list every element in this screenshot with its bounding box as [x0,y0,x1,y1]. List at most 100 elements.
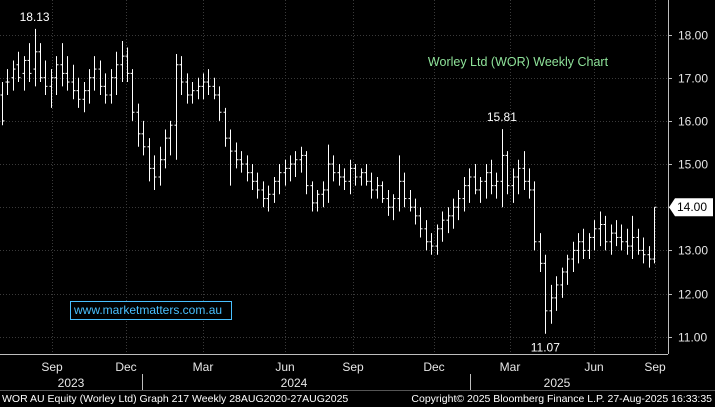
ohlc-bar [245,155,250,182]
ohlc-bar [348,159,353,195]
ohlc-bar [543,254,548,334]
y-tick-label: 13.00 [678,244,708,258]
ohlc-bar [174,53,179,160]
ohlc-bar [326,144,331,203]
ohlc-bar [185,73,190,104]
ohlc-bar [331,155,336,182]
ohlc-bar [375,177,380,199]
ohlc-bar [413,198,418,225]
ohlc-bar [76,77,81,108]
ohlc-bar [516,159,521,195]
price-annotations: 18.13 15.81 11.07 [20,10,561,355]
x-tick-label: Dec [423,360,444,374]
ohlc-bar [418,207,423,238]
ohlc-bar [299,146,304,173]
last-value-label: 14.00 [677,200,707,214]
ohlc-bar [380,181,385,203]
ohlc-bar [581,228,586,260]
x-year-label: 2023 [58,376,85,390]
y-tick-label: 16.00 [678,115,708,129]
ohlc-bar [467,168,472,203]
x-year-label: 2025 [544,376,571,390]
ohlc-bar [168,120,173,156]
ohlc-bar [494,172,499,199]
ohlc-bar [625,228,630,255]
ohlc-bar [614,220,619,247]
ohlc-bar [250,164,255,190]
ohlc-bar [114,51,119,95]
ohlc-bar [592,220,597,251]
ohlc-bar [38,43,43,83]
x-tick-label: Jun [275,360,294,374]
ohlc-bar [223,107,228,147]
ohlc-bar [11,60,16,91]
watermark-link[interactable]: www.marketmatters.com.au [70,301,232,320]
ohlc-bar [587,233,592,260]
ohlc-bar [288,155,293,182]
price-annotation: 18.13 [20,10,50,24]
ohlc-bar [522,151,527,190]
ohlc-bar [565,254,570,285]
ohlc-bar [609,224,614,255]
ohlc-bar [261,181,266,208]
ohlc-bar [478,177,483,203]
ohlc-bar [109,69,114,104]
ohlc-bar [391,194,396,221]
ohlc-bar [196,77,201,100]
ohlc-bar [538,233,543,272]
ohlc-bar [206,69,211,95]
ohlc-bar [321,181,326,208]
chart-title: Worley Ltd (WOR) Weekly Chart [428,55,609,69]
last-value-marker: 14.00 [669,198,713,217]
ohlc-bar [342,168,347,190]
ohlc-bar [87,69,92,104]
ohlc-bar [440,211,445,242]
ohlc-bar [408,189,413,212]
ohlc-bar [532,181,537,251]
x-year-label: 2024 [281,376,308,390]
ohlc-bar [304,151,309,195]
ohlc-bar [489,159,494,195]
ohlc-bar [60,43,65,87]
ohlc-bar [462,177,467,212]
ohlc-bar [22,56,27,91]
x-tick-label: Jun [584,360,603,374]
ohlc-bar [234,142,239,169]
ohlc-bar [103,73,108,104]
ohlc-bar [435,224,440,255]
y-tick-label: 12.00 [678,288,708,302]
ohlc-bar [190,82,195,104]
x-tick-label: Mar [500,360,521,374]
ohlc-bar [473,164,478,195]
ohlc-bar [33,28,38,87]
ohlc-bar [82,82,87,113]
y-tick-label: 17.00 [678,72,708,86]
ohlc-bar [636,228,641,255]
ohlc-bar [266,185,271,212]
footer-bar: WOR AU Equity (Worley Ltd) Graph 217 Wee… [0,390,715,407]
ohlc-bar [0,82,5,126]
ohlc-bar [152,155,157,190]
ohlc-bar [652,206,657,264]
ohlc-bar [16,51,21,83]
ohlc-bar [424,220,429,251]
ohlc-bar [71,64,76,100]
footer-copyright: Copyright© 2025 Bloomberg Finance L.P. 2… [411,393,712,405]
ohlc-bar [598,211,603,247]
ohlc-bar [130,69,135,121]
y-tick-label: 11.00 [678,331,707,345]
ohlc-bar [456,189,461,221]
ohlc-bar [65,56,70,91]
ohlc-bar [429,233,434,255]
ohlc-bar [500,129,505,208]
price-annotation: 15.81 [487,110,517,124]
ohlc-bar [511,168,516,203]
ohlc-bar [272,177,277,203]
ohlc-bar [576,233,581,264]
footer-background [0,390,715,407]
ohlc-bar [549,284,554,324]
ohlc-bar [125,47,130,83]
ohlc-bar [49,69,54,108]
ohlc-bar [120,41,125,83]
